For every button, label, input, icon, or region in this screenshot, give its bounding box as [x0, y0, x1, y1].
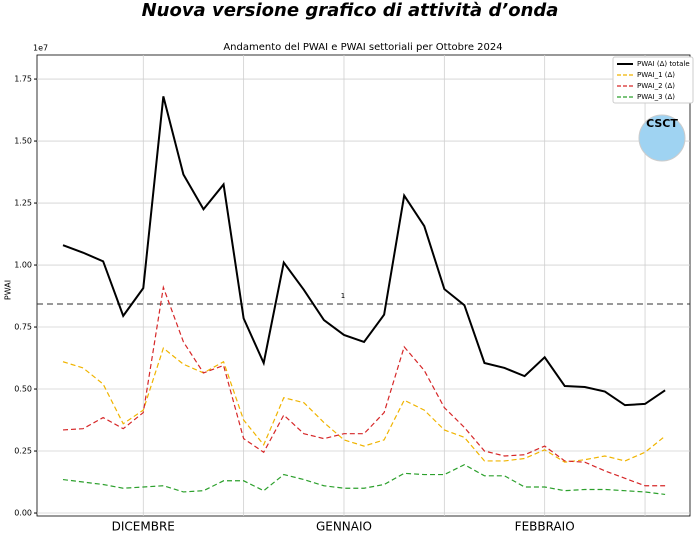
series-line [62, 284, 666, 487]
legend-label: PWAI_3 (Δ) [637, 93, 675, 101]
page-title: Nuova versione grafico di attività d’ond… [142, 0, 559, 21]
logo-text: CSCT [646, 117, 678, 130]
legend-label: PWAI_1 (Δ) [637, 71, 675, 79]
y-tick-label: 1.25 [14, 199, 32, 208]
y-offset: 1e7 [33, 44, 48, 53]
y-axis-label: PWAI [4, 280, 13, 300]
chart-subtitle: Andamento del PWAI e PWAI settoriali per… [223, 42, 502, 53]
legend-label: PWAI (Δ) totale [637, 60, 690, 68]
y-tick-label: 1.50 [14, 137, 32, 146]
y-tick-label: 0.00 [14, 509, 32, 518]
logo [638, 114, 686, 162]
series-line [62, 347, 666, 463]
y-tick-label: 1.00 [14, 261, 32, 270]
x-tick-label: GENNAIO [316, 520, 372, 534]
legend-box [612, 56, 694, 104]
series-line [62, 96, 666, 407]
y-tick-label: 0.75 [14, 323, 32, 332]
x-tick-label: DICEMBRE [112, 520, 175, 534]
y-tick-label: 1.75 [14, 75, 32, 84]
series-line [62, 463, 666, 496]
y-tick-label: 0.25 [14, 447, 32, 456]
legend-label: PWAI_2 (Δ) [637, 82, 675, 90]
y-tick-label: 0.50 [14, 385, 32, 394]
x-tick-label: FEBBRAIO [515, 520, 575, 534]
plot-frame [36, 54, 691, 517]
threshold-annotation: 1 [341, 292, 345, 300]
